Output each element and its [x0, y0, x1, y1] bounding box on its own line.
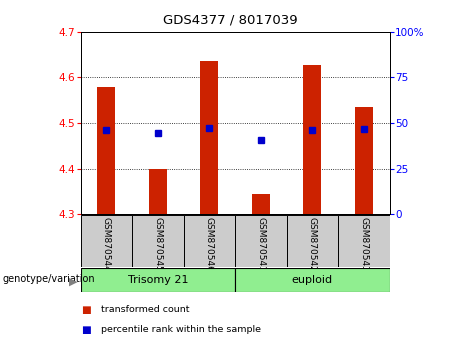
Bar	[183, 215, 235, 267]
Bar	[81, 268, 235, 292]
Bar	[235, 215, 287, 267]
Bar	[201, 62, 219, 214]
Text: GSM870545: GSM870545	[154, 217, 162, 272]
Text: Trisomy 21: Trisomy 21	[128, 275, 188, 285]
Text: GSM870543: GSM870543	[359, 217, 368, 272]
Bar	[287, 215, 338, 267]
Text: genotype/variation: genotype/variation	[2, 274, 95, 284]
Bar	[338, 215, 390, 267]
Text: GDS4377 / 8017039: GDS4377 / 8017039	[163, 13, 298, 27]
Text: GSM870546: GSM870546	[205, 217, 214, 272]
Text: ▶: ▶	[69, 276, 77, 286]
Text: euploid: euploid	[292, 275, 333, 285]
Text: ■: ■	[81, 305, 90, 315]
Bar	[81, 215, 132, 267]
Bar	[252, 194, 270, 214]
Bar	[355, 107, 373, 214]
Text: ■: ■	[81, 325, 90, 335]
Text: GSM870541: GSM870541	[256, 217, 266, 272]
Bar	[132, 215, 183, 267]
Text: GSM870544: GSM870544	[102, 217, 111, 272]
Text: GSM870542: GSM870542	[308, 217, 317, 272]
Bar	[235, 268, 390, 292]
Text: percentile rank within the sample: percentile rank within the sample	[101, 325, 261, 335]
Bar	[303, 65, 321, 214]
Bar	[97, 87, 115, 214]
Bar	[149, 169, 167, 214]
Text: transformed count: transformed count	[101, 305, 190, 314]
